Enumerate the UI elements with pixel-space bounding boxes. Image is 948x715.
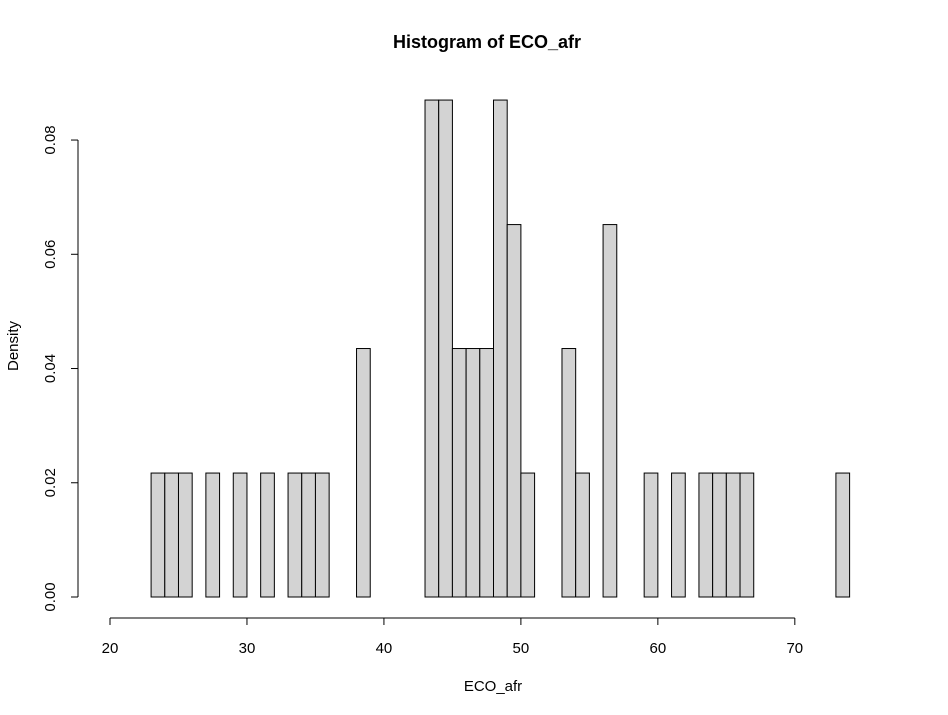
histogram-bar [314,472,330,598]
y-axis-label: Density [5,320,22,371]
y-axis: 0.00 0.02 0.04 0.06 0.08 [42,125,79,612]
x-tick-label: 20 [102,640,119,657]
histogram-bar [671,472,686,598]
histogram-bar [835,472,851,598]
histogram-bar [575,472,590,598]
histogram-bar [602,224,618,598]
histogram-bar [438,99,453,598]
x-tick-label: 70 [786,640,803,657]
histogram-bar [739,472,755,598]
histogram-bar [520,472,536,598]
histogram-bar [725,472,741,598]
x-tick-label: 30 [239,640,256,657]
x-axis: 20 30 40 50 60 70 [102,617,803,657]
histogram-bar [356,348,371,598]
histogram-bar [698,472,714,598]
histogram-bar [479,348,494,598]
histogram-bar [561,348,577,598]
histogram-bar [451,348,467,598]
histogram-bar [164,472,179,598]
histogram-bar [260,472,275,598]
histogram-bar [493,99,508,598]
histogram-bar [643,472,659,598]
histogram-bar [150,472,166,598]
chart-title: Histogram of ECO_afr [393,32,581,52]
histogram-bar [177,472,193,598]
histogram-bar [506,224,522,598]
y-tick-label: 0.02 [42,468,59,497]
x-axis-label: ECO_afr [464,678,522,695]
histogram-bar [465,348,481,598]
histogram-bar [424,99,440,598]
x-tick-label: 60 [650,640,667,657]
histogram-bar [232,472,248,598]
y-tick-label: 0.04 [42,354,59,383]
x-tick-label: 40 [376,640,393,657]
y-tick-label: 0.06 [42,240,59,269]
bars-group [150,99,851,598]
y-tick-label: 0.08 [42,125,59,154]
x-tick-label: 50 [513,640,530,657]
y-tick-label: 0.00 [42,582,59,611]
histogram-bar [712,472,727,598]
histogram-bar [301,472,316,598]
histogram-bar [205,472,221,598]
histogram-bar [287,472,303,598]
